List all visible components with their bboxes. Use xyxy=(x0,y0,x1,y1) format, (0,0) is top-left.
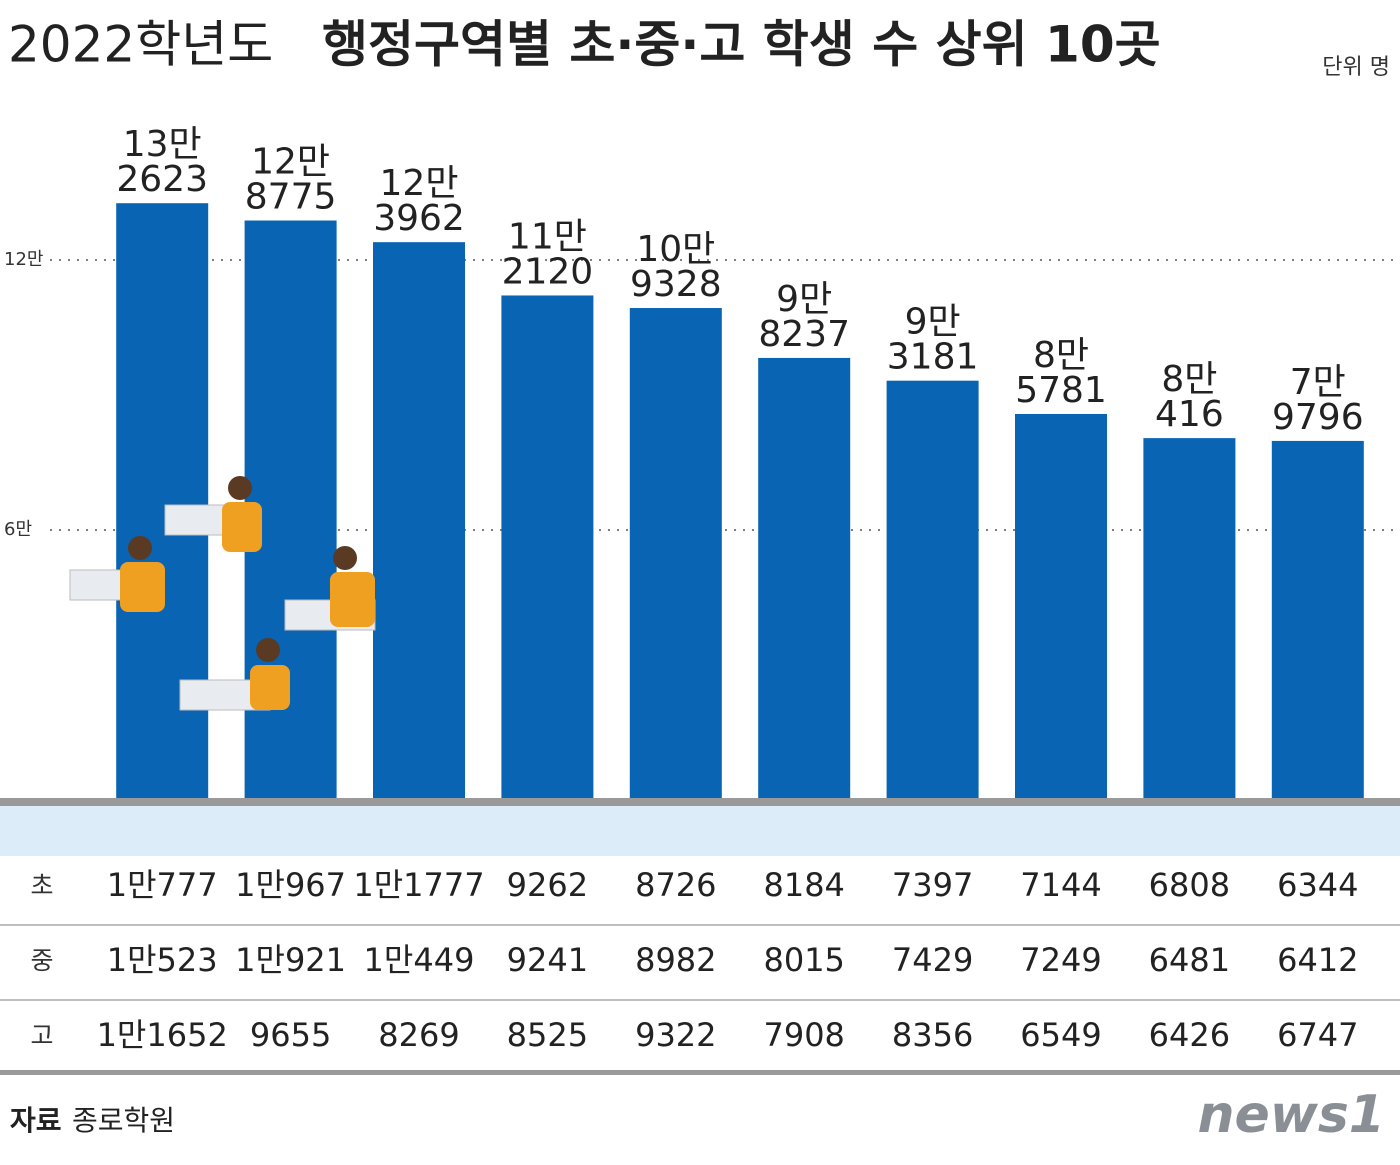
value-label: 5781 xyxy=(1015,370,1107,411)
row-label: 고 xyxy=(30,1021,53,1050)
table-cell: 6481 xyxy=(1149,941,1230,979)
table-cell: 6426 xyxy=(1149,1016,1230,1054)
table-cell: 9241 xyxy=(507,941,588,979)
y-tick-label: 12만 xyxy=(4,249,43,270)
table-cell: 9322 xyxy=(635,1016,716,1054)
table-cell: 6808 xyxy=(1149,866,1230,904)
bar xyxy=(1143,438,1236,800)
table-cell: 8982 xyxy=(635,941,716,979)
table-top-rule xyxy=(0,798,1400,806)
table-cell: 9655 xyxy=(250,1016,331,1054)
logo: news1 xyxy=(1198,1085,1385,1145)
table-cell: 7429 xyxy=(892,941,973,979)
table-cell: 1만523 xyxy=(107,941,218,979)
y-tick-label: 6만 xyxy=(4,519,32,540)
value-label: 3181 xyxy=(887,337,979,378)
value-label: 8775 xyxy=(245,177,337,218)
table-cell: 8015 xyxy=(763,941,844,979)
table-header xyxy=(0,806,1400,856)
source-label: 자료 xyxy=(10,1104,62,1137)
value-label: 9만 xyxy=(776,279,832,320)
table-cell: 1만967 xyxy=(235,866,346,904)
value-label: 13만 xyxy=(123,124,202,165)
bar xyxy=(1271,440,1364,800)
illustration xyxy=(69,476,376,711)
source-text: 종로학원 xyxy=(72,1104,175,1137)
table-cell: 8184 xyxy=(763,866,844,904)
table-cell: 6412 xyxy=(1277,941,1358,979)
value-label: 416 xyxy=(1155,394,1224,435)
table-cell: 8269 xyxy=(378,1016,459,1054)
table-cell: 6344 xyxy=(1277,866,1358,904)
value-label: 11만 xyxy=(508,216,587,257)
value-label: 8237 xyxy=(758,314,850,355)
chart-title-prefix: 2022학년도 xyxy=(8,16,273,74)
bar xyxy=(501,295,594,800)
table-cell: 1만449 xyxy=(364,941,475,979)
value-label: 12만 xyxy=(380,163,459,204)
bar xyxy=(886,380,979,800)
value-label: 2623 xyxy=(116,159,208,200)
value-label: 9796 xyxy=(1272,397,1364,438)
table-cell: 8525 xyxy=(507,1016,588,1054)
value-label: 12만 xyxy=(251,142,330,183)
table-cell: 8726 xyxy=(635,866,716,904)
bar xyxy=(373,242,465,800)
table-cell: 6747 xyxy=(1277,1016,1358,1054)
value-label: 2120 xyxy=(502,251,594,292)
unit-label: 단위 명 xyxy=(1322,55,1390,80)
table-cell: 1만1777 xyxy=(353,866,484,904)
bar xyxy=(758,357,851,800)
table-cell: 1만1652 xyxy=(97,1016,228,1054)
table-cell: 9262 xyxy=(507,866,588,904)
value-label: 9328 xyxy=(630,264,722,305)
value-label: 9만 xyxy=(905,302,961,343)
row-label: 중 xyxy=(30,946,53,975)
table-bottom-rule xyxy=(0,1070,1400,1075)
chart-title: 행정구역별 초·중·고 학생 수 상위 10곳 xyxy=(322,16,1161,74)
bar xyxy=(1015,413,1107,800)
table-cell: 7249 xyxy=(1020,941,1101,979)
value-label: 10만 xyxy=(636,229,715,270)
bar xyxy=(629,308,722,800)
value-label: 3962 xyxy=(373,198,465,239)
table-cell: 8356 xyxy=(892,1016,973,1054)
table-cell: 7144 xyxy=(1020,866,1101,904)
value-label: 8만 xyxy=(1033,335,1089,376)
table-cell: 7908 xyxy=(763,1016,844,1054)
table-cell: 6549 xyxy=(1020,1016,1101,1054)
table-cell: 1만777 xyxy=(107,866,218,904)
table-cell: 1만921 xyxy=(235,941,346,979)
value-label: 7만 xyxy=(1290,362,1346,403)
row-label: 초 xyxy=(30,871,53,900)
value-label: 8만 xyxy=(1161,359,1217,400)
table-cell: 7397 xyxy=(892,866,973,904)
